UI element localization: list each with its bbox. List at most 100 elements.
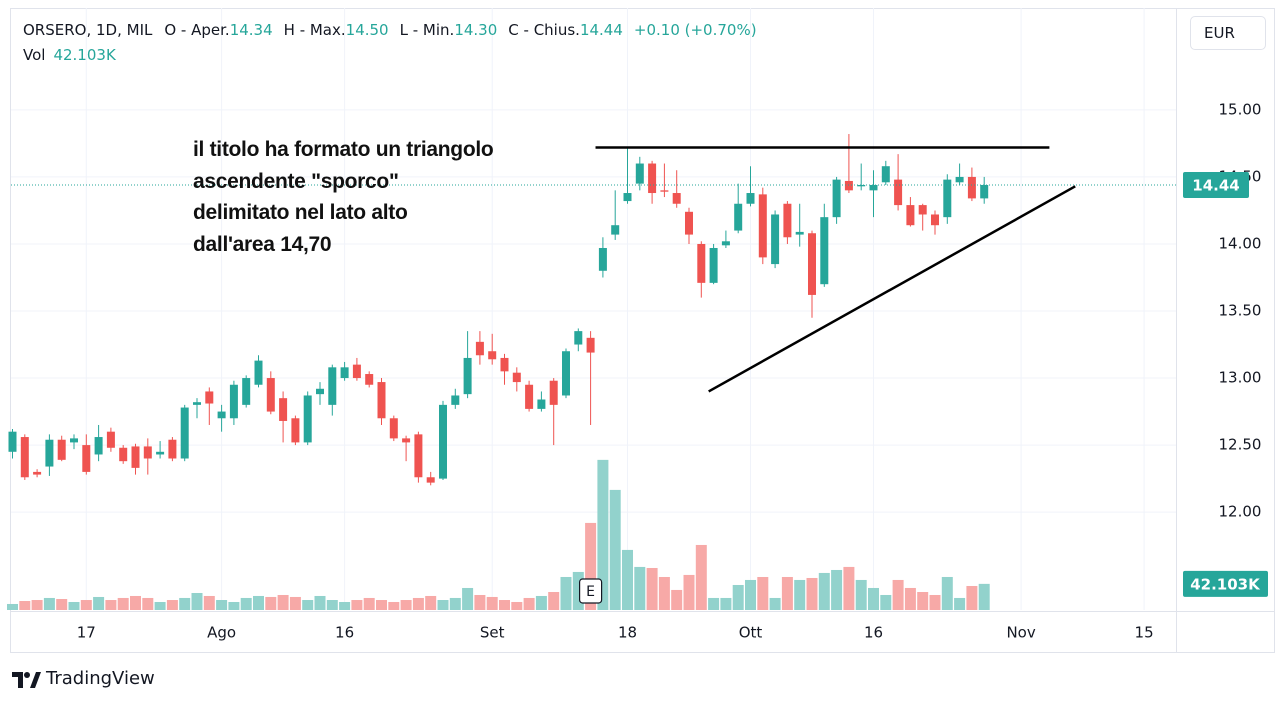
candle-body: [562, 351, 570, 396]
legend-field-value: 14.44: [579, 21, 623, 39]
volume-name: Vol: [23, 46, 46, 64]
candle-body: [193, 402, 201, 405]
volume-bar: [462, 587, 474, 610]
candle-body: [45, 439, 54, 467]
candle-body: [525, 384, 534, 409]
candle-body: [709, 247, 718, 283]
candle-body: [33, 471, 42, 475]
volume-bar: [228, 601, 240, 610]
volume-bar: [658, 576, 670, 610]
candle-body: [143, 446, 152, 459]
annotation-line: delimitato nel lato alto: [193, 201, 408, 224]
volume-bar: [511, 601, 523, 610]
candle-body: [881, 166, 890, 183]
volume-bar: [166, 600, 178, 610]
candle-body: [389, 418, 398, 439]
volume-bar: [191, 592, 203, 610]
volume-bar: [289, 596, 301, 610]
candle-body: [168, 439, 177, 459]
candle-body: [340, 367, 349, 379]
volume-bar: [683, 574, 695, 610]
candle-body: [242, 378, 251, 405]
candle-body: [598, 247, 607, 271]
candle-body: [672, 193, 681, 204]
candle-body: [205, 391, 214, 404]
volume-bar: [708, 597, 720, 610]
candle-body: [377, 382, 386, 419]
candle-body: [549, 380, 558, 405]
candle-body: [20, 437, 29, 478]
candle-body: [488, 351, 497, 360]
candle-body: [254, 360, 263, 385]
candle-body: [967, 176, 976, 199]
volume-bar: [695, 544, 707, 610]
volume-bar: [757, 576, 769, 610]
volume-bar: [818, 572, 830, 610]
candle-body: [697, 243, 706, 283]
volume-bar: [240, 597, 252, 610]
y-tick-label: 13.50: [1219, 302, 1262, 320]
annotation-line: ascendente "sporco": [193, 169, 399, 193]
candle-body: [475, 341, 484, 356]
volume-bar: [560, 576, 572, 610]
volume-bar: [412, 597, 424, 610]
volume-bar: [523, 597, 535, 610]
candle-body: [574, 331, 583, 345]
volume-bar: [31, 600, 43, 610]
annotation-line: dall'area 14,70: [193, 232, 332, 256]
volume-bar: [265, 596, 277, 610]
volume-bar: [831, 569, 843, 610]
candle-body: [402, 438, 411, 443]
candle-body: [70, 438, 78, 443]
volume-bar: [646, 567, 658, 610]
change: +0.10 (+0.70%): [633, 21, 757, 39]
x-tick-label: Nov: [1006, 624, 1035, 642]
candle-body: [303, 395, 312, 443]
candle-body: [131, 446, 140, 468]
event-marker: [578, 578, 603, 604]
legend: ORSERO, 1D, MIL O - Aper.14.34 H - Max.14.…: [23, 21, 768, 39]
volume-bar: [388, 601, 400, 610]
y-tick-label: 14.00: [1219, 234, 1262, 252]
candle-body: [685, 211, 693, 235]
volume-bar: [609, 489, 621, 610]
candle-body: [586, 337, 595, 353]
x-tick-label: 18: [618, 624, 637, 642]
currency-button[interactable]: EUR: [1190, 16, 1266, 50]
volume-bar: [376, 600, 387, 610]
volume-bar: [68, 601, 80, 610]
candle-body: [463, 357, 472, 395]
candle-body: [771, 214, 780, 265]
volume-bar: [400, 600, 412, 610]
volume-bar: [437, 600, 449, 610]
volume-bar: [548, 592, 560, 610]
candle-body: [820, 217, 829, 285]
volume-bar: [117, 597, 129, 610]
candle-body: [623, 193, 632, 202]
volume-bar: [966, 585, 978, 610]
y-tick-label: 15.00: [1219, 100, 1262, 118]
volume-bar: [597, 459, 609, 610]
volume-bar: [203, 595, 215, 610]
candle-body: [783, 203, 792, 238]
x-tick-label: Set: [480, 624, 505, 642]
volume-legend: Vol 42.103K: [23, 46, 116, 64]
candle-body: [180, 407, 189, 459]
volume-bar: [745, 579, 756, 610]
event-label: E: [586, 584, 595, 600]
annotation-line: il titolo ha formato un triangolo: [193, 138, 494, 161]
chart-border: [10, 8, 1275, 653]
volume-bar: [56, 599, 68, 610]
candle-body: [82, 445, 91, 472]
candle-body: [857, 184, 866, 187]
volume-bar: [351, 600, 363, 610]
candle-body: [266, 378, 275, 412]
volume-bar: [634, 566, 646, 610]
volume-bar: [535, 595, 547, 610]
legend-field-value: 14.34: [229, 21, 273, 39]
candle-body: [537, 399, 546, 409]
candle-body: [57, 439, 66, 460]
candle-body: [229, 384, 238, 419]
candle-body: [635, 163, 644, 184]
